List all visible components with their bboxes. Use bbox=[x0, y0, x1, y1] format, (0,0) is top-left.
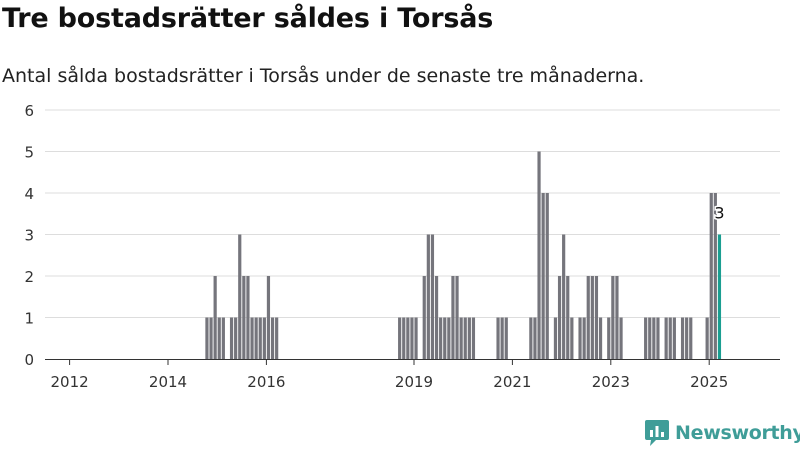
bar bbox=[406, 317, 410, 359]
bar bbox=[459, 317, 463, 359]
bar bbox=[611, 276, 615, 359]
bar bbox=[258, 317, 262, 359]
highlight-data-label: 3 bbox=[714, 204, 724, 223]
bar bbox=[242, 276, 246, 359]
bar bbox=[455, 276, 459, 359]
bar bbox=[533, 317, 537, 359]
bar bbox=[414, 317, 418, 359]
bar bbox=[545, 193, 549, 359]
x-tick-label: 2021 bbox=[493, 373, 531, 391]
bar bbox=[434, 276, 439, 359]
bar bbox=[426, 234, 430, 359]
bar bbox=[270, 317, 275, 359]
y-tick-label: 1 bbox=[24, 310, 34, 328]
bar bbox=[570, 317, 574, 359]
bar bbox=[266, 276, 271, 359]
bar bbox=[566, 276, 570, 359]
bar bbox=[656, 317, 660, 359]
y-tick-label: 0 bbox=[24, 351, 34, 369]
bar bbox=[447, 317, 451, 359]
bar bbox=[594, 276, 599, 359]
brand-logo: Newsworthy bbox=[644, 419, 800, 447]
bar bbox=[713, 193, 717, 359]
y-tick-label: 5 bbox=[24, 144, 34, 162]
bar bbox=[537, 151, 541, 359]
bar bbox=[229, 317, 234, 359]
bar bbox=[553, 317, 558, 359]
bar bbox=[398, 317, 402, 359]
bar bbox=[402, 317, 406, 359]
bar bbox=[582, 317, 586, 359]
page-title: Tre bostadsrätter såldes i Torsås bbox=[2, 3, 494, 34]
bar bbox=[500, 317, 504, 359]
y-tick-label: 2 bbox=[24, 268, 34, 286]
bar bbox=[689, 317, 693, 359]
bar bbox=[709, 193, 713, 359]
bar bbox=[652, 317, 656, 359]
bar bbox=[557, 276, 562, 359]
highlighted-bar bbox=[717, 234, 722, 359]
y-tick-label: 3 bbox=[24, 227, 34, 245]
bar bbox=[598, 317, 603, 359]
bar bbox=[467, 317, 471, 359]
bar bbox=[205, 317, 209, 359]
bar bbox=[439, 317, 443, 359]
bar bbox=[648, 317, 652, 359]
bar bbox=[422, 276, 426, 359]
bar bbox=[644, 317, 648, 359]
y-tick-label: 6 bbox=[24, 102, 34, 120]
bar bbox=[275, 317, 279, 359]
bar bbox=[250, 317, 254, 359]
bar bbox=[471, 317, 476, 359]
page-subtitle: Antal sålda bostadsrätter i Torsås under… bbox=[2, 65, 645, 87]
bar bbox=[430, 234, 435, 359]
bar bbox=[238, 234, 242, 359]
bar bbox=[607, 317, 611, 359]
bar bbox=[664, 317, 668, 359]
bar bbox=[685, 317, 689, 359]
bar bbox=[246, 276, 250, 359]
bar bbox=[496, 317, 500, 359]
brand-name: Newsworthy bbox=[675, 422, 800, 444]
bar bbox=[443, 317, 447, 359]
bar bbox=[615, 276, 619, 359]
bar bbox=[590, 276, 594, 359]
y-tick-label: 4 bbox=[24, 185, 34, 203]
bar bbox=[213, 276, 217, 359]
bar bbox=[562, 234, 566, 359]
bar bbox=[262, 317, 266, 359]
x-tick-label: 2023 bbox=[592, 373, 630, 391]
x-tick-label: 2025 bbox=[690, 373, 728, 391]
x-tick-label: 2016 bbox=[247, 373, 285, 391]
bar bbox=[619, 317, 623, 359]
x-tick-label: 2019 bbox=[395, 373, 433, 391]
bar bbox=[578, 317, 582, 359]
bar bbox=[217, 317, 221, 359]
bar bbox=[586, 276, 590, 359]
bar bbox=[705, 317, 709, 359]
bar bbox=[541, 193, 545, 359]
newsworthy-logo-icon bbox=[645, 420, 669, 446]
bar bbox=[672, 317, 676, 359]
bar bbox=[668, 317, 672, 359]
bar bbox=[221, 317, 225, 359]
bar bbox=[529, 317, 533, 359]
bar bbox=[504, 317, 508, 359]
x-tick-label: 2012 bbox=[51, 373, 89, 391]
bar bbox=[209, 317, 213, 359]
bar bbox=[410, 317, 414, 359]
bar bbox=[451, 276, 455, 359]
bar bbox=[254, 317, 258, 359]
bar bbox=[234, 317, 238, 359]
x-tick-label: 2014 bbox=[149, 373, 187, 391]
bar bbox=[680, 317, 685, 359]
bar bbox=[463, 317, 467, 359]
